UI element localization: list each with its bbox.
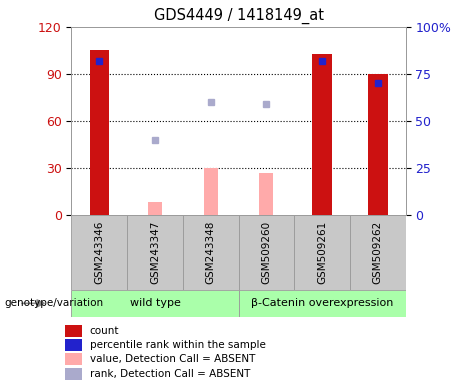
Bar	[368, 74, 388, 215]
Text: value, Detection Call = ABSENT: value, Detection Call = ABSENT	[90, 354, 255, 364]
Bar	[89, 50, 109, 215]
Bar	[65, 353, 82, 365]
Text: GSM243348: GSM243348	[206, 221, 216, 285]
Bar	[260, 173, 273, 215]
Text: percentile rank within the sample: percentile rank within the sample	[90, 340, 266, 350]
Bar	[238, 215, 294, 290]
Text: β-Catenin overexpression: β-Catenin overexpression	[251, 298, 393, 308]
Bar	[71, 215, 127, 290]
Text: count: count	[90, 326, 119, 336]
Text: genotype/variation: genotype/variation	[5, 298, 104, 308]
Text: GSM243347: GSM243347	[150, 221, 160, 285]
Bar	[204, 168, 218, 215]
Text: GSM509260: GSM509260	[261, 221, 272, 284]
Text: GSM509261: GSM509261	[317, 221, 327, 284]
Bar	[71, 290, 239, 317]
Bar	[313, 53, 332, 215]
Bar	[294, 215, 350, 290]
Bar	[65, 367, 82, 379]
Text: GSM509262: GSM509262	[373, 221, 383, 284]
Text: wild type: wild type	[130, 298, 180, 308]
Bar	[239, 290, 406, 317]
Bar	[350, 215, 406, 290]
Text: rank, Detection Call = ABSENT: rank, Detection Call = ABSENT	[90, 369, 250, 379]
Text: GSM243346: GSM243346	[95, 221, 104, 285]
Bar	[148, 202, 162, 215]
Bar	[183, 215, 238, 290]
Title: GDS4449 / 1418149_at: GDS4449 / 1418149_at	[154, 8, 324, 24]
Bar	[127, 215, 183, 290]
Bar	[65, 339, 82, 351]
Bar	[65, 325, 82, 337]
